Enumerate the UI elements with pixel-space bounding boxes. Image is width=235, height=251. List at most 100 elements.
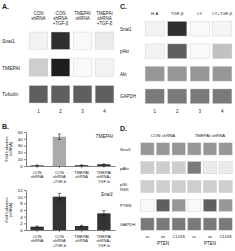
band xyxy=(156,162,169,174)
column-label: TMEPAIshRNA+TGF-β xyxy=(96,11,112,26)
x-axis: CONshRNACONshRNA+TGF-bTMEPAIshRNATMEPAIs… xyxy=(27,230,116,247)
lane-label: wt xyxy=(208,234,213,239)
band xyxy=(73,59,92,76)
y-tick-label: 50 xyxy=(18,130,23,135)
y-tick-label: 40 xyxy=(18,137,23,142)
x-tick-mark xyxy=(103,230,104,232)
group-bottom-label: PTEN xyxy=(204,241,216,246)
y-tick-mark xyxy=(24,230,26,231)
band xyxy=(145,21,164,36)
x-tick-label-line: +TGF-b xyxy=(52,242,67,247)
bar xyxy=(97,213,110,230)
row-label-line: PTEN xyxy=(120,203,131,208)
band xyxy=(95,59,114,76)
x-tick-label: CONshRNA xyxy=(31,169,44,179)
band xyxy=(203,218,216,230)
row-label: Akt xyxy=(120,71,127,76)
band xyxy=(156,199,169,211)
band xyxy=(51,32,70,49)
error-bars xyxy=(36,134,106,165)
column-label-line: +TGF-β xyxy=(53,21,69,26)
bar xyxy=(75,226,88,230)
band xyxy=(172,143,185,155)
band xyxy=(172,180,185,192)
band xyxy=(29,59,48,76)
band xyxy=(219,180,232,192)
bands xyxy=(29,32,114,103)
error-bar-cap xyxy=(102,163,105,164)
y-tick: 4 xyxy=(20,215,26,220)
band xyxy=(141,218,154,230)
column-label: CONshRNA xyxy=(31,11,45,21)
bar xyxy=(53,197,66,230)
lane-label: C124S xyxy=(219,234,232,239)
lane-number-line: 4 xyxy=(103,108,106,113)
column-label-line: LY+TGF-β xyxy=(212,11,232,16)
lane-label: wt xyxy=(161,234,166,239)
group-label: CON shRNA xyxy=(151,133,175,138)
panel-label: A. xyxy=(2,2,9,9)
x-tick: TMEPAIshRNA xyxy=(74,230,89,243)
figure: A. CONshRNA CONshRNA +TGF-β TMEPAIshRNA TMEPA… xyxy=(0,0,235,251)
panel-label-line: B. xyxy=(2,122,9,129)
band xyxy=(219,143,232,155)
bar xyxy=(75,165,88,166)
y-tick-mark xyxy=(24,217,26,218)
x-tick-label-line: shRNA xyxy=(31,174,44,179)
panel-label: D. xyxy=(120,124,127,131)
lane-label-line: wt xyxy=(161,234,166,239)
plot-marks xyxy=(30,193,110,230)
band xyxy=(156,143,169,155)
error-bar xyxy=(36,226,39,227)
blot-panel: A.CONshRNACONshRNA+TGF-βTMEPAIshRNATMEPA… xyxy=(2,2,114,113)
band xyxy=(141,143,154,155)
band xyxy=(213,44,232,59)
band xyxy=(29,86,48,103)
lane-label: C124S xyxy=(173,234,186,239)
row-label-line: pAkt xyxy=(120,165,129,170)
blot-panel: C.H.ATGF-βLYLY+TGF-βSnai1pAktAktGAPDH123… xyxy=(120,2,233,113)
error-bar xyxy=(58,193,61,200)
y-tick: 2 xyxy=(20,221,26,226)
band xyxy=(141,180,154,192)
band xyxy=(219,162,232,174)
band xyxy=(156,180,169,192)
x-tick-label-line: TGF-b xyxy=(98,178,110,183)
y-axis-line xyxy=(26,133,27,167)
y-axis: 01020304050 xyxy=(18,130,27,169)
band xyxy=(172,218,185,230)
band xyxy=(219,199,232,211)
band xyxy=(190,89,209,104)
lane-label: sc xyxy=(192,234,196,239)
lane-number: 3 xyxy=(199,108,202,113)
y-axis-title: Fold Induction(mRNA) xyxy=(3,136,13,161)
row-label: GAPDH xyxy=(120,222,135,227)
y-axis-title-line: (mRNA) xyxy=(8,202,13,217)
lane-label-line: wt xyxy=(208,234,213,239)
error-bars xyxy=(36,193,106,227)
group-bottom-label: PTEN xyxy=(157,241,169,246)
bar xyxy=(30,227,43,230)
x-axis-line xyxy=(27,230,116,231)
band xyxy=(51,86,70,103)
lane-number-line: 2 xyxy=(59,108,62,113)
x-tick: CONshRNA xyxy=(31,166,44,179)
y-tick-mark xyxy=(24,203,26,204)
error-bar-stem xyxy=(59,193,60,200)
lane-label: sc xyxy=(145,234,149,239)
x-tick-label: CONshRNA+TGF-b xyxy=(52,169,67,183)
x-tick-mark xyxy=(81,230,82,232)
column-label-line: H.A xyxy=(151,11,158,16)
y-tick: 6 xyxy=(20,208,26,213)
y-tick-label: 12 xyxy=(18,188,23,193)
x-tick: TMEPAIshRNA xyxy=(74,166,89,179)
band xyxy=(168,21,187,36)
x-tick-label: CONshRNA+TGF-b xyxy=(52,233,67,247)
band xyxy=(219,218,232,230)
y-axis: 024681012 xyxy=(18,188,27,233)
row-label-line: Tubulin xyxy=(2,91,18,97)
panel-label-line: C. xyxy=(120,2,127,9)
x-tick-mark xyxy=(59,166,60,168)
y-tick-label: 0 xyxy=(20,164,23,169)
y-axis-title: Fold Induction(mRNA) xyxy=(3,197,13,222)
